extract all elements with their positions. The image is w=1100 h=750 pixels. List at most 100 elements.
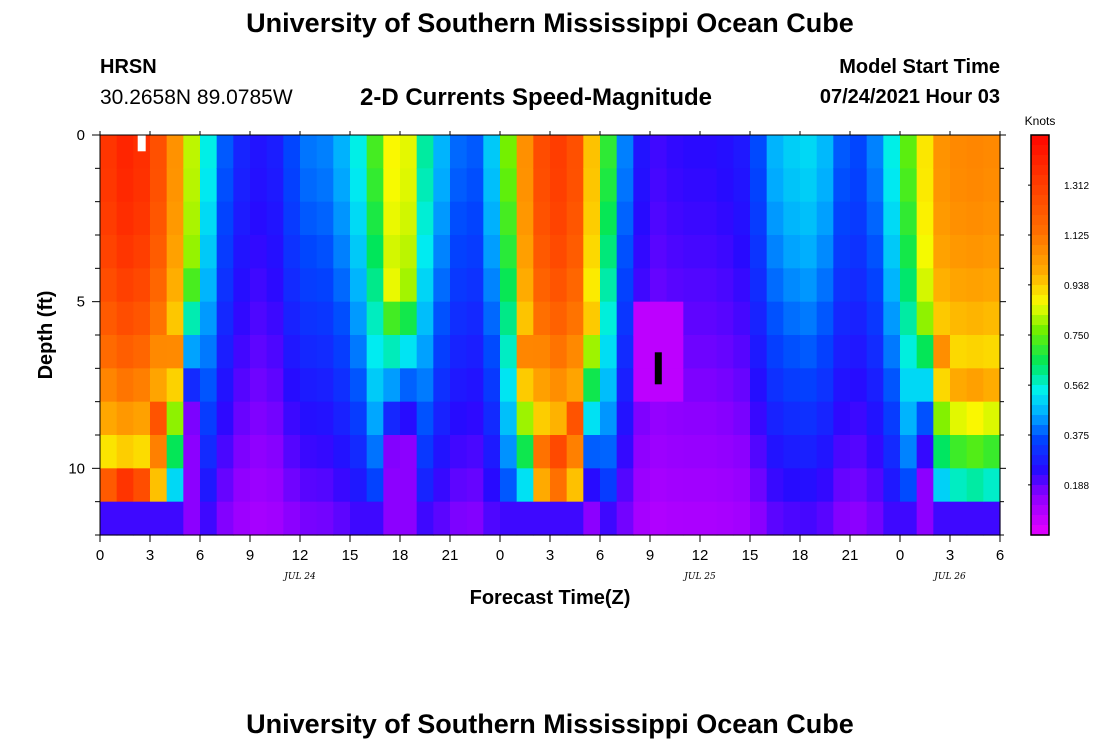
heat-cell — [350, 168, 368, 203]
x-tick-label: 18 — [792, 547, 809, 564]
marker-2 — [654, 352, 662, 385]
heat-cell — [166, 335, 184, 369]
heat-cell — [150, 501, 168, 536]
heat-cell — [150, 268, 168, 303]
heat-cell — [766, 401, 784, 436]
heat-cell — [566, 268, 584, 303]
heat-cell — [250, 368, 268, 403]
heat-cell — [550, 468, 568, 503]
heat-cell — [750, 368, 768, 403]
heat-cell — [300, 468, 318, 503]
heat-cell — [183, 168, 201, 203]
colorbar-tick-label: 0.938 — [1064, 281, 1089, 292]
heat-cell — [483, 468, 501, 503]
heat-cell — [650, 368, 668, 403]
heat-cell — [566, 501, 584, 536]
heat-cell — [166, 501, 184, 536]
heat-cell — [250, 468, 268, 503]
heat-cell — [500, 501, 518, 536]
heat-cell — [266, 168, 284, 203]
heat-cell — [333, 401, 351, 436]
heat-cell — [683, 301, 701, 336]
heat-cell — [283, 235, 301, 269]
heat-cell — [866, 135, 884, 169]
heat-cell — [216, 335, 234, 369]
colorbar-band — [1031, 505, 1049, 516]
heat-cell — [416, 168, 434, 203]
heat-cell — [700, 335, 718, 369]
heat-cell — [350, 235, 368, 269]
heat-cell — [300, 501, 318, 536]
heat-cell — [983, 268, 1001, 303]
heat-cell — [300, 335, 318, 369]
heat-cell — [416, 201, 434, 236]
heat-cell — [100, 368, 118, 403]
heat-cell — [983, 401, 1001, 436]
y-tick-label: 0 — [77, 127, 85, 144]
heat-cell — [483, 435, 501, 469]
heat-cell — [466, 501, 484, 536]
heat-cell — [533, 168, 551, 203]
heat-cell — [716, 468, 734, 503]
heat-cell — [683, 368, 701, 403]
heat-cell — [116, 468, 134, 503]
heat-cell — [633, 335, 651, 369]
heat-cell — [666, 268, 684, 303]
heat-cell — [783, 168, 801, 203]
heat-cell — [283, 201, 301, 236]
heat-cell — [616, 235, 634, 269]
heat-cell — [966, 401, 984, 436]
heat-cell — [683, 235, 701, 269]
heat-cell — [850, 301, 868, 336]
colorbar-band — [1031, 325, 1049, 336]
heat-cell — [916, 501, 934, 536]
heat-cell — [933, 135, 951, 169]
heat-cell — [633, 235, 651, 269]
heat-cell — [233, 135, 251, 169]
heat-cell — [566, 235, 584, 269]
heat-cell — [150, 168, 168, 203]
heat-cell — [566, 301, 584, 336]
heat-cell — [400, 468, 418, 503]
heat-cell — [283, 368, 301, 403]
heat-cell — [500, 301, 518, 336]
heat-cell — [616, 435, 634, 469]
chart-title: University of Southern Mississippi Ocean… — [246, 8, 854, 38]
heat-cell — [166, 368, 184, 403]
heat-cell — [416, 501, 434, 536]
heat-cell — [616, 268, 634, 303]
heat-cell — [650, 201, 668, 236]
heat-cell — [733, 368, 751, 403]
heat-cell — [350, 468, 368, 503]
heat-cell — [216, 501, 234, 536]
heat-cell — [233, 201, 251, 236]
heat-cell — [816, 501, 834, 536]
heat-cell — [166, 268, 184, 303]
heat-cell — [966, 368, 984, 403]
heat-cell — [550, 501, 568, 536]
colorbar-band — [1031, 275, 1049, 286]
heat-cell — [916, 435, 934, 469]
heat-cell — [916, 468, 934, 503]
heat-cell — [366, 368, 384, 403]
heat-cell — [300, 268, 318, 303]
heat-cell — [150, 135, 168, 169]
heat-cell — [166, 435, 184, 469]
heat-cell — [266, 301, 284, 336]
heat-cell — [866, 401, 884, 436]
heat-cell — [683, 168, 701, 203]
heat-cell — [883, 235, 901, 269]
heat-cell — [233, 335, 251, 369]
heat-cell — [333, 168, 351, 203]
heat-cell — [966, 335, 984, 369]
heat-cell — [383, 201, 401, 236]
heat-cell — [116, 335, 134, 369]
heat-cell — [466, 401, 484, 436]
heat-cell — [816, 135, 834, 169]
heat-cell — [850, 468, 868, 503]
heat-cell — [450, 135, 468, 169]
heat-cell — [583, 135, 601, 169]
footer-title: University of Southern Mississippi Ocean… — [246, 709, 854, 739]
heat-cell — [883, 468, 901, 503]
heat-cell — [366, 435, 384, 469]
